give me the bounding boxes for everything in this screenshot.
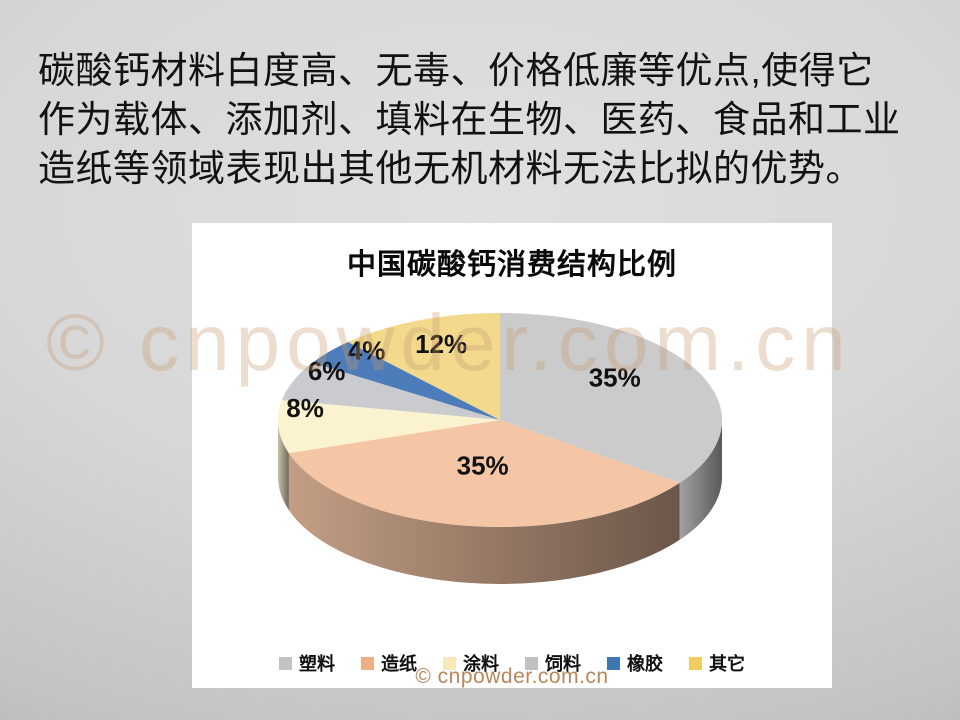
legend-label: 造纸 [381,654,417,674]
legend-label: 塑料 [299,654,335,674]
legend-swatch [607,656,620,670]
pie-label-橡胶: 4% [348,336,386,366]
pie-label-饲料: 6% [308,356,346,386]
chart-legend: 塑料 造纸 涂料 饲料 橡胶 其它 [192,650,832,676]
legend-swatch [525,656,538,670]
legend-item-涂料: 涂料 [443,650,499,676]
intro-line: 作为载体、添加剂、填料在生物、医药、食品和工业 [38,99,901,140]
pie-slice-饲料 [281,362,500,420]
pie-label-其它: 12% [415,329,467,359]
legend-item-橡胶: 橡胶 [607,650,663,676]
legend-label: 其它 [709,654,745,674]
chart-panel: 35% 35% 8% 6% 4% 12% 中国碳酸钙消费结构比例 塑料 造纸 涂料 饲料 橡胶 其它… [192,223,832,688]
legend-swatch [279,656,292,670]
legend-item-塑料: 塑料 [279,650,335,676]
pie-label-塑料: 35% [589,363,641,393]
chart-title: 中国碳酸钙消费结构比例 [346,249,677,281]
legend-label: 涂料 [463,654,499,674]
pie-slice-side-涂料 [278,420,289,511]
intro-text: 碳酸钙材料白度高、无毒、价格低廉等优点,使得它 作为载体、添加剂、填料在生物、医… [38,46,928,193]
pie-slice-其它 [348,313,500,420]
pie-chart: 35% 35% 8% 6%4% 12% [278,313,723,584]
legend-item-造纸: 造纸 [361,650,417,676]
legend-label: 橡胶 [627,654,663,674]
pie-label-涂料: 8% [286,393,324,423]
legend-item-其它: 其它 [689,650,745,676]
pie-label-造纸: 35% [457,451,509,481]
pie-slice-塑料 [500,313,723,483]
pie-slice-side-造纸 [288,453,680,584]
legend-label: 饲料 [545,654,581,674]
intro-line: 造纸等领域表现出其他无机材料无法比拟的优势。 [38,148,863,189]
pie-slice-side-塑料 [679,420,722,540]
legend-swatch [689,656,702,670]
legend-swatch [361,656,374,670]
intro-line: 碳酸钙材料白度高、无毒、价格低廉等优点,使得它 [38,50,874,91]
legend-item-饲料: 饲料 [525,650,581,676]
pie-slice-造纸 [288,420,680,527]
pie-slice-橡胶 [312,342,500,420]
watermark-small: © cnpowder.com.cn [415,665,609,688]
pie-slice-涂料 [278,399,500,454]
legend-swatch [443,656,456,670]
